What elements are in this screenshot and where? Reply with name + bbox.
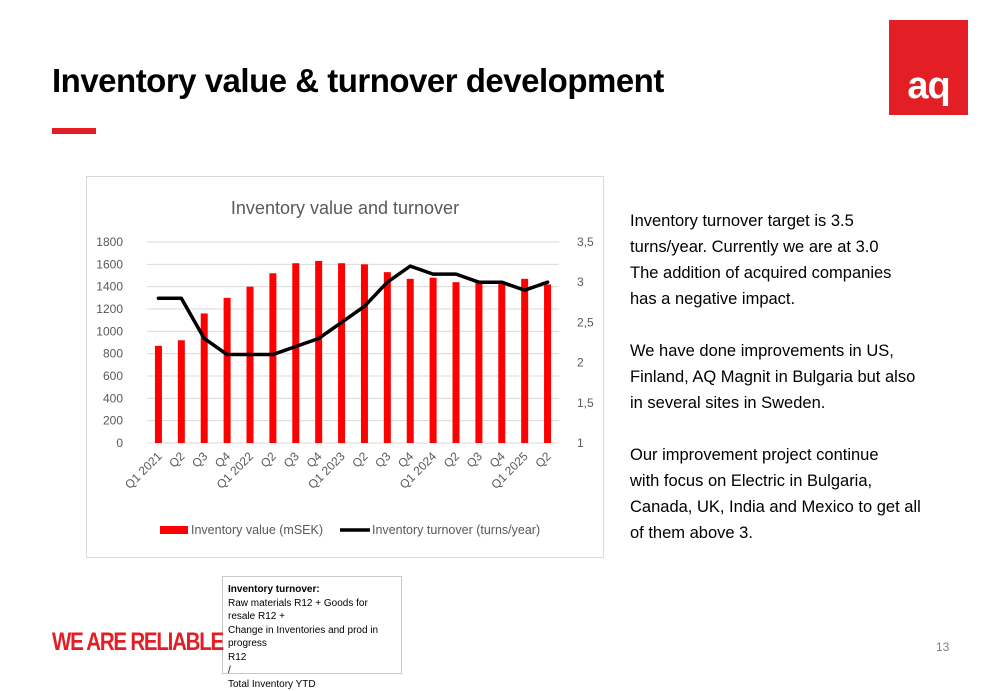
right-tick-label: 2,5 (577, 315, 594, 329)
formula-box: Inventory turnover: Raw materials R12 + … (222, 576, 402, 674)
line-series (158, 266, 547, 354)
right-tick-label: 1 (577, 436, 584, 450)
left-tick-label: 600 (103, 369, 123, 383)
x-tick-label: Q2 (166, 449, 187, 470)
commentary-line: Inventory turnover target is 3.5 (630, 212, 854, 230)
commentary-paragraph: Our improvement project continue with foc… (630, 442, 930, 546)
bar (453, 282, 460, 443)
left-tick-label: 1400 (96, 280, 123, 294)
bar (544, 284, 551, 443)
bar (407, 279, 414, 443)
commentary-line: in several sites in Sweden. (630, 394, 825, 412)
formula-line: / (228, 664, 396, 678)
bar (292, 263, 299, 443)
chart-legend: Inventory value (mSEK) Inventory turnover… (160, 523, 540, 537)
x-tick-label: Q3 (189, 449, 210, 470)
x-tick-label: Q2 (441, 449, 462, 470)
commentary-line: We have done improvements in US, (630, 342, 894, 360)
aq-logo: aq (889, 20, 968, 115)
commentary-line: Finland, AQ Magnit in Bulgaria but also (630, 368, 915, 386)
bar (247, 287, 254, 443)
bar (430, 278, 437, 443)
left-tick-label: 1600 (96, 257, 123, 271)
inventory-chart: Inventory value and turnover 0 200 400 600 8… (87, 177, 603, 557)
commentary-line: turns/year. Currently we are at 3.0 (630, 238, 879, 256)
left-tick-label: 200 (103, 414, 123, 428)
left-tick-label: 0 (116, 436, 123, 450)
commentary-line: has a negative impact. (630, 290, 795, 308)
bar (475, 281, 482, 443)
left-axis: 0 200 400 600 800 1000 1200 1400 1600 1800 (96, 235, 123, 450)
bar (498, 283, 505, 443)
formula-line: R12 (228, 651, 396, 665)
x-tick-label: Q3 (372, 449, 393, 470)
logo-text: aq (907, 67, 949, 105)
legend-bar-label: Inventory value (mSEK) (191, 523, 323, 537)
x-tick-label: Q1 2021 (122, 449, 165, 492)
formula-lines: Raw materials R12 + Goods for resale R12… (228, 597, 396, 691)
turnover-line (158, 266, 547, 354)
formula-line: Total Inventory YTD (228, 678, 396, 691)
bar (338, 263, 345, 443)
left-tick-label: 1800 (96, 235, 123, 249)
bar (178, 340, 185, 443)
page-number: 13 (936, 640, 949, 654)
bar-series (155, 261, 551, 443)
left-tick-label: 400 (103, 391, 123, 405)
x-tick-label: Q2 (258, 449, 279, 470)
right-tick-label: 1,5 (577, 396, 594, 410)
left-tick-label: 800 (103, 347, 123, 361)
commentary-paragraph: We have done improvements in US, Finland,… (630, 338, 930, 416)
right-axis: 1 1,5 2 2,5 3 3,5 (577, 235, 594, 450)
chart-title: Inventory value and turnover (231, 198, 459, 218)
bar (269, 273, 276, 443)
bar (384, 272, 391, 443)
commentary-paragraph: Inventory turnover target is 3.5 turns/ye… (630, 208, 930, 312)
slide-title: Inventory value & turnover development (52, 62, 664, 100)
commentary-line: with focus on Electric in Bulgaria, (630, 472, 872, 490)
chart-container: Inventory value and turnover 0 200 400 600 8… (86, 176, 604, 558)
x-tick-label: Q3 (464, 449, 485, 470)
formula-line: Raw materials R12 + Goods for resale R12… (228, 597, 396, 624)
formula-title: Inventory turnover: (228, 583, 396, 597)
commentary-line: The addition of acquired companies (630, 264, 891, 282)
bar (521, 279, 528, 443)
legend-bar-swatch (160, 526, 188, 534)
bar (315, 261, 322, 443)
x-tick-label: Q2 (532, 449, 553, 470)
bar (361, 264, 368, 443)
right-tick-label: 2 (577, 356, 584, 370)
left-tick-label: 1200 (96, 302, 123, 316)
bar (224, 298, 231, 443)
right-tick-label: 3 (577, 275, 584, 289)
x-tick-label: Q2 (349, 449, 370, 470)
x-tick-label: Q3 (281, 449, 302, 470)
bar (155, 346, 162, 443)
formula-line: Change in Inventories and prod in progre… (228, 624, 396, 651)
tagline: WE ARE RELIABLE (52, 628, 223, 657)
commentary-line: Canada, UK, India and Mexico to get all (630, 498, 921, 516)
commentary-line: of them above 3. (630, 524, 753, 542)
commentary-text: Inventory turnover target is 3.5 turns/ye… (630, 208, 930, 572)
right-tick-label: 3,5 (577, 235, 594, 249)
legend-line-label: Inventory turnover (turns/year) (372, 523, 540, 537)
left-tick-label: 1000 (96, 324, 123, 338)
commentary-line: Our improvement project continue (630, 446, 879, 464)
title-underline (52, 128, 96, 134)
